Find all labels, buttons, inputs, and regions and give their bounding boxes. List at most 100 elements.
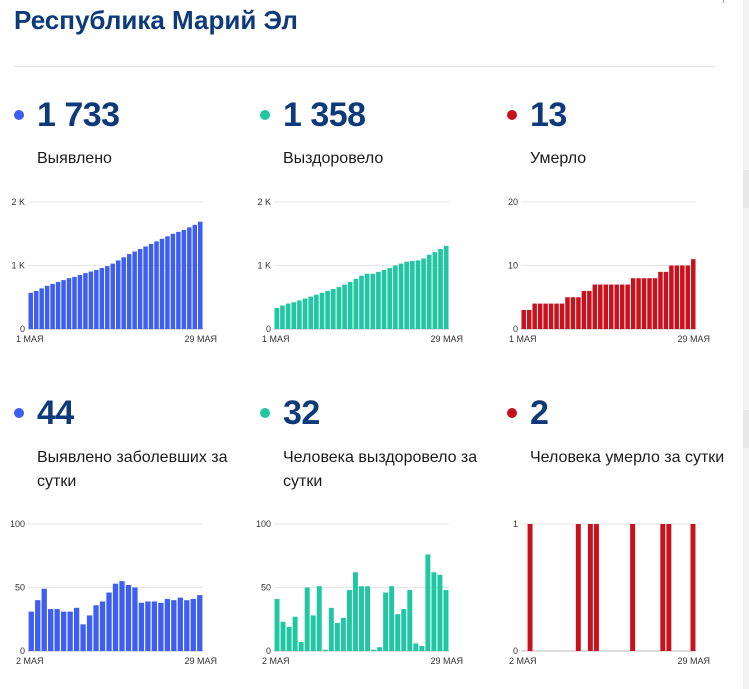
chart-bar [132,587,138,651]
chart-bar [587,524,593,651]
chart-bar [73,607,80,651]
chart-bar [72,276,77,329]
chart-cumulative-recovered: 0 1 K 2 K 1 МАЯ 29 МАЯ [257,197,463,344]
chart-bar [353,278,359,329]
chart-bar [347,282,353,329]
x-tick-label: 2 МАЯ [509,656,537,666]
chart-bar [143,246,148,329]
chart-bar [291,302,297,329]
chart-bar [443,245,449,329]
chart-bar [370,273,376,329]
x-tick-label: 29 МАЯ [184,656,217,666]
chart-bar [80,624,86,651]
right-edge-strip [743,0,749,689]
chart-bar [636,278,641,329]
chart-bar [148,243,154,329]
card-value: 2 [530,394,549,432]
card-daily-deaths: 2 Человека умерло за сутки 0 1 2 МАЯ 29 МАЯ [505,388,741,688]
chart-bar [48,609,54,651]
card-value: 1 733 [37,96,120,134]
chart-bar [532,303,537,329]
card-label: Человека умерло за сутки [530,449,725,466]
chart-bar [685,265,691,329]
chart-bar [285,303,291,329]
chart-bar [164,598,171,651]
chart-cumulative-cases: 0 1 K 2 K 1 МАЯ 29 МАЯ [11,197,217,344]
legend-dot [260,408,270,418]
chart-bar [322,649,328,651]
chart-bar [593,524,599,651]
chart-bar [60,611,67,651]
chart-bar [527,524,533,651]
card-label: Умерло [530,150,587,167]
chart-bar [310,615,316,651]
chart-bar [170,233,176,329]
chart-bar [119,581,125,651]
chart-bar [159,238,165,329]
chart-bar [674,265,680,329]
card-cumulative-deaths: 13 Умерло 0 10 20 1 МАЯ 29 МАЯ [505,90,741,390]
chart-bar [625,284,630,329]
chart-bar [304,587,310,651]
chart-bar [154,241,159,329]
x-tick-label: 29 МАЯ [677,334,710,344]
legend-dot [507,110,517,120]
y-tick-label: 0 [20,324,25,334]
chart-bar [652,278,658,329]
chart-bar [426,254,432,329]
chart-bar [88,271,94,329]
chart-bar [138,602,145,651]
chart-bar [28,611,34,651]
chart-bar [381,269,387,329]
chart-bar [83,273,88,329]
chart-bar [41,588,47,651]
chart-bar [274,308,280,329]
chart-bar [44,285,50,329]
chart-bar [359,275,364,329]
y-tick-label: 50 [261,583,271,593]
chart-bar [112,583,119,651]
y-tick-label: 1 [513,519,518,529]
chart-bar [387,268,393,329]
chart-bar [393,265,398,329]
chart-bar [176,231,181,329]
chart-bar [413,643,419,651]
chart-bar [404,261,409,329]
card-value: 13 [530,96,567,134]
y-tick-label: 0 [266,324,271,334]
x-tick-label: 29 МАЯ [184,334,217,344]
chart-bar [292,616,298,651]
chart-bar [187,227,192,329]
chart-bar [666,524,672,651]
chart-bar [365,586,371,651]
chart-bar [55,282,61,329]
chart-bar [581,290,587,329]
chart-bar [325,290,330,329]
chart-bar [126,254,132,329]
chart-bar [66,278,72,329]
chart-bar [537,303,543,329]
chart-bar [575,524,581,651]
chart-bar [99,601,106,651]
chart-bar [298,642,304,651]
x-tick-label: 29 МАЯ [677,656,710,666]
y-tick-label: 0 [266,646,271,656]
chart-bar [680,265,685,329]
chart-bar [192,224,198,329]
chart-bar [93,605,99,651]
chart-bar [106,592,112,651]
chart-bar [614,284,619,329]
y-tick-label: 100 [10,519,25,529]
chart-bar [158,602,164,651]
chart-bar [280,305,285,329]
y-tick-label: 0 [513,646,518,656]
y-tick-label: 2 K [11,197,25,207]
y-tick-label: 100 [256,519,271,529]
chart-bar [543,303,548,329]
chart-bar [608,284,614,329]
chart-bar [39,288,44,329]
chart-bar [340,617,346,651]
y-tick-label: 2 K [257,197,271,207]
chart-bar [647,278,652,329]
legend-dot [260,110,270,120]
